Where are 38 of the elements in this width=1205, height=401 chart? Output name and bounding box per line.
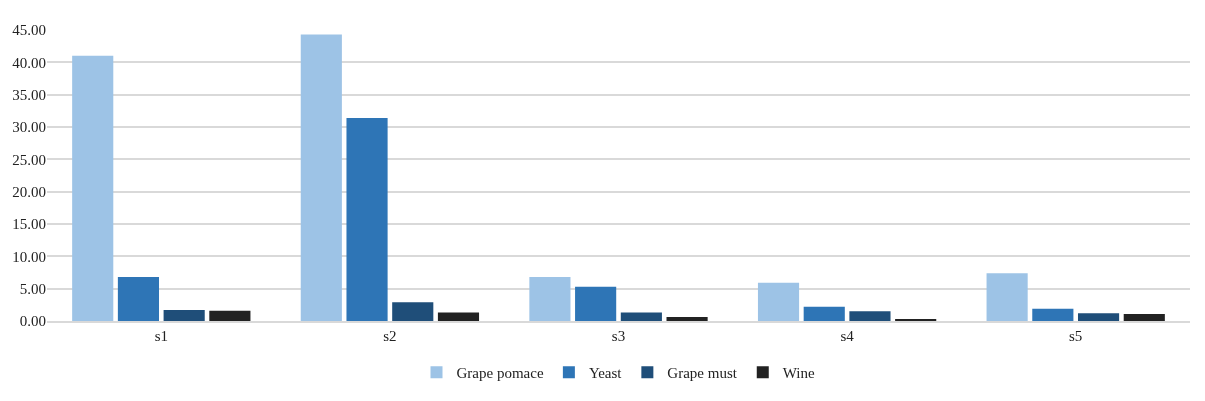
bar	[986, 273, 1028, 321]
bar	[529, 277, 571, 321]
bar	[300, 34, 342, 321]
x-tick-label: s2	[383, 327, 397, 344]
y-tick-label: 20.00	[12, 183, 46, 200]
bar	[575, 286, 617, 321]
x-tick-label: s3	[611, 327, 626, 344]
y-tick-label: 0.00	[19, 313, 46, 330]
x-tick-label: s4	[840, 327, 855, 344]
bar	[757, 282, 800, 321]
bar	[666, 317, 708, 321]
bar	[117, 277, 160, 321]
legend-label: Grape pomace	[456, 365, 544, 382]
bar	[392, 302, 434, 321]
bar	[620, 312, 662, 321]
y-tick-label: 5.00	[19, 280, 46, 297]
x-tick-label: s5	[1069, 327, 1083, 344]
bar	[1123, 313, 1165, 321]
y-tick-label: 40.00	[12, 54, 46, 71]
legend-label: Wine	[782, 365, 815, 382]
bar	[803, 306, 845, 321]
legend-label: Grape must	[667, 365, 738, 382]
bar	[1077, 313, 1120, 321]
x-tick-label: s1	[154, 327, 168, 344]
bar	[209, 310, 251, 321]
y-tick-label: 15.00	[12, 216, 46, 233]
bar	[849, 311, 891, 321]
y-tick-label: 35.00	[12, 86, 46, 103]
y-tick-label: 10.00	[12, 248, 46, 265]
bar	[346, 117, 388, 321]
bar	[72, 55, 114, 321]
y-tick-label: 30.00	[12, 119, 46, 136]
legend-label: Yeast	[588, 365, 623, 382]
bar	[437, 312, 480, 321]
y-tick-label: 45.00	[12, 22, 46, 39]
y-tick-label: 25.00	[12, 151, 46, 168]
bar	[163, 310, 205, 321]
bar	[1032, 308, 1074, 321]
